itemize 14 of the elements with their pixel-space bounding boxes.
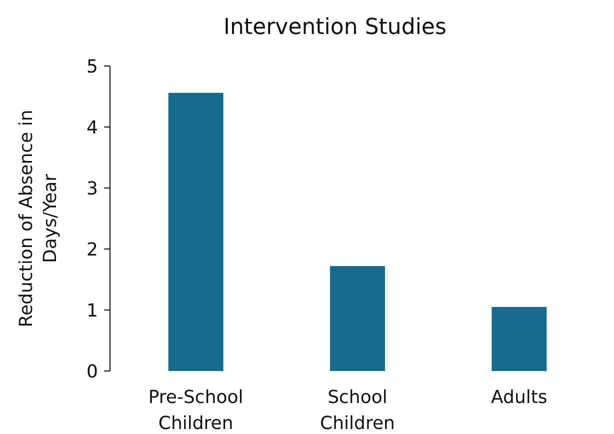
y-tick-label: 3 bbox=[86, 178, 98, 200]
x-tick-label: School Children bbox=[320, 387, 395, 434]
chart-title: Intervention Studies bbox=[224, 15, 446, 40]
y-tick-label: 5 bbox=[86, 56, 98, 78]
y-axis-title: Reduction of Absence in Days/Year bbox=[16, 110, 61, 328]
y-tick-label: 4 bbox=[86, 117, 98, 138]
bar bbox=[330, 266, 385, 371]
y-tick-label: 1 bbox=[86, 300, 98, 322]
y-tick-label: 0 bbox=[86, 361, 98, 382]
y-tick-label: 2 bbox=[86, 239, 98, 260]
x-tick-label: Pre-School Children bbox=[148, 387, 244, 434]
bar bbox=[492, 306, 547, 371]
bar bbox=[168, 92, 224, 371]
x-tick-label: Adults bbox=[491, 387, 548, 408]
